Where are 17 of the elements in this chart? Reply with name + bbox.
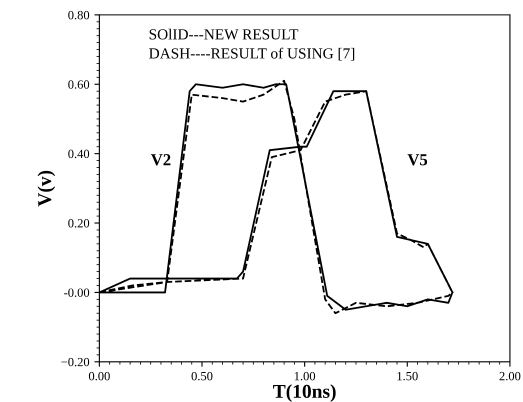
y-tick-label: −0.20	[61, 358, 90, 366]
y-axis-title: V(v)	[38, 170, 56, 206]
y-tick-label: 0.40	[68, 150, 90, 158]
annotation: DASH----RESULT of USING [7]	[149, 48, 354, 60]
x-tick-label: 2.00	[500, 372, 520, 380]
y-tick-label: 0.60	[68, 80, 90, 89]
x-tick-label: 0.00	[88, 372, 110, 380]
x-tick-label: 0.50	[192, 372, 212, 380]
y-tick-label: -0.00	[64, 288, 90, 297]
annotation: V2	[150, 154, 170, 166]
annotation: SOlID---NEW RESULT	[150, 28, 298, 40]
x-tick-label: 1.50	[397, 372, 418, 380]
y-tick-label: 0.20	[68, 219, 90, 228]
annotation: V5	[408, 154, 428, 166]
x-axis-title: T(10ns)	[273, 384, 336, 402]
x-tick-label: 1.00	[294, 372, 316, 380]
y-tick-label: 0.80	[68, 10, 90, 20]
